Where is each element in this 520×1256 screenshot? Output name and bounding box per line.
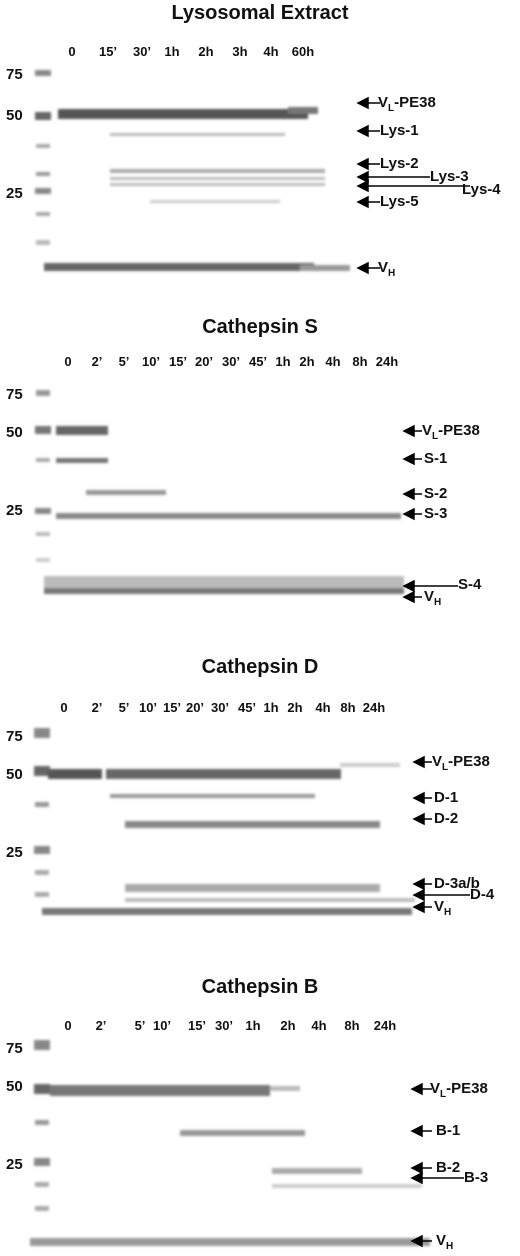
arrows-cathepsin-d [412,755,470,914]
lane-label: 30’ [221,354,241,369]
gel-image-cathepsin-b [30,1040,430,1246]
lane-label: 2h [198,44,214,59]
lane-label: 8h [344,1018,360,1033]
band-label: Lys-3 [430,168,469,185]
lane-label: 1h [275,354,291,369]
lane-label: 45’ [248,354,268,369]
lane-label: 60h [291,44,315,59]
lane-label: 2h [280,1018,296,1033]
band-label-vh: VH [424,588,442,608]
mw-marker-label: 25 [6,1156,23,1173]
mw-marker-label: 75 [6,1040,23,1057]
band-label-vh: VH [434,898,452,918]
lane-label: 15’ [98,44,118,59]
lane-label: 5’ [118,700,130,715]
band-label-vl-pe38: VL-PE38 [422,422,480,442]
lane-label: 5’ [134,1018,146,1033]
lane-label: 0 [64,1018,72,1033]
mw-marker-label: 25 [6,185,23,202]
lane-label: 2h [287,700,303,715]
band-label: B-1 [436,1122,461,1139]
lane-label: 1h [164,44,180,59]
lane-label: 30’ [214,1018,234,1033]
lane-label: 4h [315,700,331,715]
lane-label: 0 [68,44,76,59]
lane-label: 24h [362,700,386,715]
mw-marker-label: 75 [6,728,23,745]
lane-label: 2’ [91,700,103,715]
lane-label: 5’ [118,354,130,369]
band-label-vh: VH [378,259,396,279]
lane-label: 24h [375,354,399,369]
lane-label: 20’ [194,354,214,369]
lane-label: 0 [64,354,72,369]
band-label: D-2 [434,810,459,827]
band-label: S-3 [424,505,448,522]
lane-label: 10’ [152,1018,172,1033]
lane-label: 20’ [185,700,205,715]
mw-marker-label: 75 [6,386,23,403]
lane-label: 30’ [210,700,230,715]
lane-label: 2h [299,354,315,369]
band-label-vl-pe38: VL-PE38 [378,94,436,114]
lane-label: 0 [60,700,68,715]
band-label: Lys-1 [380,122,419,139]
mw-marker-label: 50 [6,1078,23,1095]
lane-label: 1h [245,1018,261,1033]
band-label: B-2 [436,1159,461,1176]
lane-label: 15’ [168,354,188,369]
band-label-vl-pe38: VL-PE38 [430,1080,488,1100]
band-label: S-4 [458,576,482,593]
band-label: S-1 [424,450,448,467]
panel-title-cathepsin-s: Cathepsin S [202,316,318,338]
band-label-vh: VH [436,1232,454,1252]
panel-title-cathepsin-d: Cathepsin D [201,656,319,678]
lane-label: 4h [311,1018,327,1033]
lane-label: 10’ [138,700,158,715]
gel-image-cathepsin-s [35,390,404,594]
band-label-vl-pe38: VL-PE38 [432,753,490,773]
lane-label: 3h [232,44,248,59]
mw-marker-label: 75 [6,66,23,83]
lane-label: 30’ [132,44,152,59]
band-label: Lys-5 [380,193,419,210]
lane-label: 24h [373,1018,397,1033]
panel-title-lysosomal-extract: Lysosomal Extract [171,2,349,24]
band-label: Lys-4 [462,181,501,198]
panel-title-cathepsin-b: Cathepsin B [201,976,319,998]
band-label: S-2 [424,485,448,502]
mw-marker-label: 50 [6,107,23,124]
lane-label: 45’ [237,700,257,715]
mw-marker-label: 50 [6,424,23,441]
lane-label: 2’ [91,354,103,369]
lane-label: 4h [263,44,279,59]
lane-label: 15’ [162,700,182,715]
lane-label: 4h [325,354,341,369]
arrows-lysosomal [356,96,470,275]
lane-label: 2’ [95,1018,107,1033]
lane-label: 8h [340,700,356,715]
gel-image-lysosomal [35,70,350,271]
band-label: D-4 [470,886,495,903]
lane-label: 10’ [141,354,161,369]
lane-label: 15’ [187,1018,207,1033]
gel-image-cathepsin-d [34,728,415,915]
mw-marker-label: 25 [6,844,23,861]
band-label: Lys-2 [380,155,419,172]
band-label: D-1 [434,789,459,806]
lane-label: 8h [352,354,368,369]
mw-marker-label: 25 [6,502,23,519]
band-label: B-3 [464,1169,489,1186]
mw-marker-label: 50 [6,766,23,783]
lane-label: 1h [263,700,279,715]
arrows-cathepsin-s [402,424,458,604]
band-label: D-3a/b [434,875,480,892]
